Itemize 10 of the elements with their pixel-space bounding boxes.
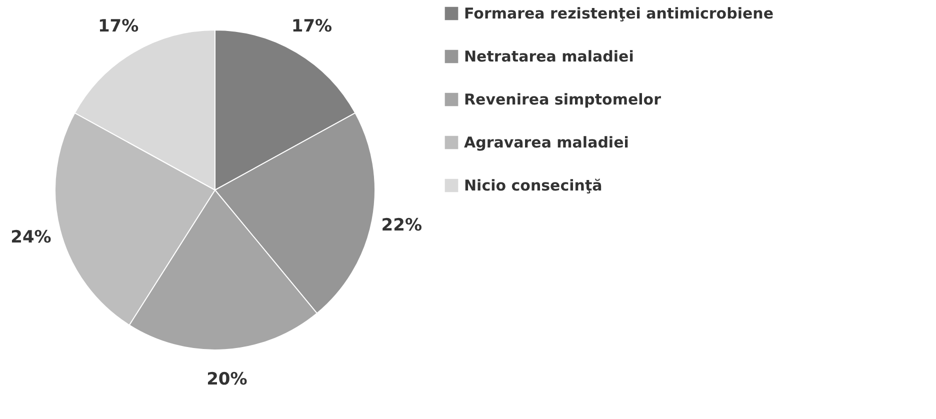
- data-label: 20%: [206, 370, 248, 390]
- legend-label: Revenirea simptomelor: [464, 90, 662, 108]
- legend-label: Netratarea maladiei: [464, 48, 634, 66]
- data-label: 17%: [98, 16, 139, 36]
- legend-label: Agravarea maladiei: [464, 134, 629, 152]
- data-label: 24%: [10, 227, 52, 248]
- legend-label: Nicio consecinţă: [464, 176, 602, 194]
- data-label: 17%: [291, 16, 332, 36]
- data-label: 22%: [381, 216, 422, 236]
- legend-label: Formarea rezistenţei antimicrobiene: [464, 4, 774, 22]
